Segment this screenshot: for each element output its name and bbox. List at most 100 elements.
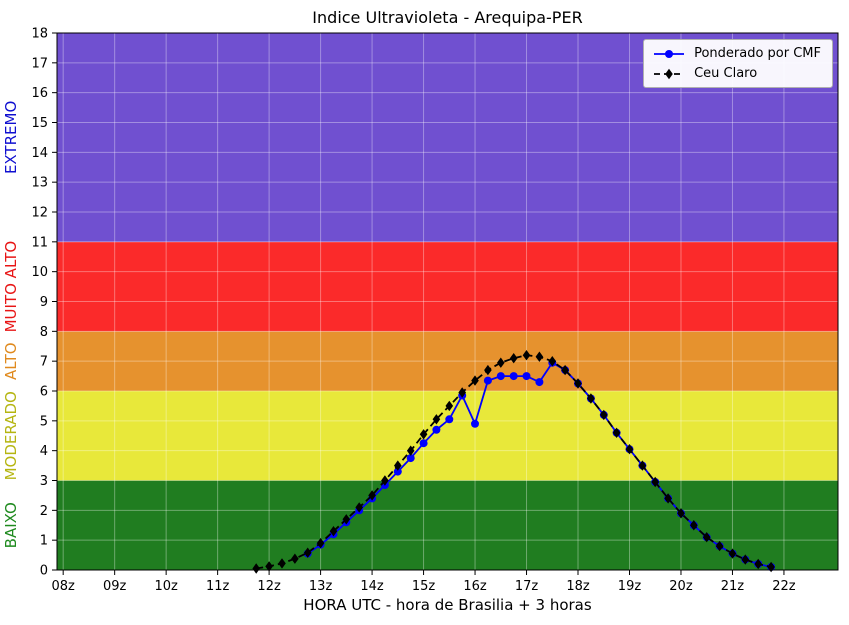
data-point [419,439,428,448]
data-point [471,419,479,428]
x-tick-label: 16z [463,579,487,594]
legend-marker [665,49,674,58]
data-point [548,356,557,367]
data-point [252,563,260,574]
data-point [393,467,402,476]
band-muito-alto [57,241,838,332]
data-point [651,476,659,488]
y-tick-label: 7 [40,355,48,370]
data-point [432,414,441,425]
data-point [522,350,531,361]
data-point [471,375,479,386]
y-tick-label: 16 [31,86,48,101]
y-tick-label: 13 [31,176,48,191]
x-tick-label: 15z [412,579,436,594]
data-point [355,502,363,513]
x-tick-label: 19z [618,579,642,594]
x-axis-label: HORA UTC - hora de Brasilia + 3 horas [303,596,592,614]
data-point [664,493,672,504]
data-point [677,508,685,519]
data-point [381,475,389,486]
data-point [741,554,750,565]
data-point [728,548,737,559]
chart-title: Indice Ultravioleta - Arequipa-PER [312,8,583,27]
y-tick-label: 4 [40,444,48,459]
legend-label-ceu-claro: Ceu Claro [694,66,758,81]
data-point [509,353,518,364]
x-tick-label: 08z [51,579,75,594]
band-label-baixo: BAIXO [2,502,20,548]
data-point [368,490,376,501]
data-point [535,378,544,387]
data-point [535,351,544,362]
x-tick-label: 20z [669,579,693,594]
x-tick-label: 10z [154,579,178,594]
x-tick-label: 14z [360,579,384,594]
y-tick-label: 14 [31,146,48,161]
y-tick-label: 0 [40,564,48,579]
band-baixo [57,480,838,570]
data-point [329,526,338,537]
data-point [754,558,762,570]
data-point [561,364,569,376]
data-point [419,429,428,440]
y-tick-label: 11 [31,235,48,250]
plot-frame [56,32,839,571]
data-point [291,553,299,564]
band-label-alto: ALTO [2,342,20,380]
band-label-extremo: EXTREMO [2,101,20,174]
data-point [278,558,286,569]
data-point [406,454,415,463]
band-label-moderado: MODERADO [2,391,20,480]
legend-item-ceu-claro: Ceu Claro [652,66,821,81]
data-point [574,378,582,389]
data-point [638,460,647,471]
y-tick-label: 8 [40,325,48,340]
legend: Ponderado por CMF Ceu Claro [643,39,833,88]
data-point [303,547,312,558]
data-point [612,427,621,438]
data-point [445,400,454,412]
data-point [445,415,454,424]
data-point [342,514,351,525]
y-tick-label: 9 [40,295,48,310]
band-label-muito-alto: MUITO ALTO [2,241,20,333]
data-point [587,393,595,404]
y-tick-label: 5 [40,414,48,429]
legend-label-ponderado: Ponderado por CMF [694,46,821,61]
data-point [497,357,505,368]
series-ceu-claro [252,350,775,574]
x-tick-label: 17z [515,579,539,594]
data-point [406,445,415,456]
x-tick-label: 13z [309,579,333,594]
x-tick-label: 09z [103,579,127,594]
data-point [715,540,724,552]
data-point [316,537,325,549]
x-tick-label: 21z [721,579,745,594]
legend-item-ponderado: Ponderado por CMF [652,46,821,61]
data-point [394,460,402,471]
y-tick-label: 18 [31,27,48,42]
x-tick-label: 12z [257,579,281,594]
data-point [484,364,492,376]
data-point [483,376,492,385]
data-point [458,387,466,398]
data-point [690,520,698,531]
legend-dashed-diamond-icon [654,68,685,79]
data-point [522,372,531,381]
data-point [625,444,634,455]
axis-ticks: 08z 09z 10z 11z 12z 13z 14z 15z 16z 17z 18z 19z 20z 2… [31,27,795,595]
band-alto [57,331,838,391]
data-point [509,372,518,381]
data-point [702,532,711,543]
y-tick-label: 12 [31,206,48,221]
y-tick-label: 3 [40,474,48,489]
y-tick-label: 2 [40,504,48,519]
gridlines [57,33,838,570]
y-tick-label: 15 [31,116,48,131]
x-tick-label: 11z [206,579,230,594]
x-tick-label: 22z [772,579,796,594]
series-line [256,354,772,570]
